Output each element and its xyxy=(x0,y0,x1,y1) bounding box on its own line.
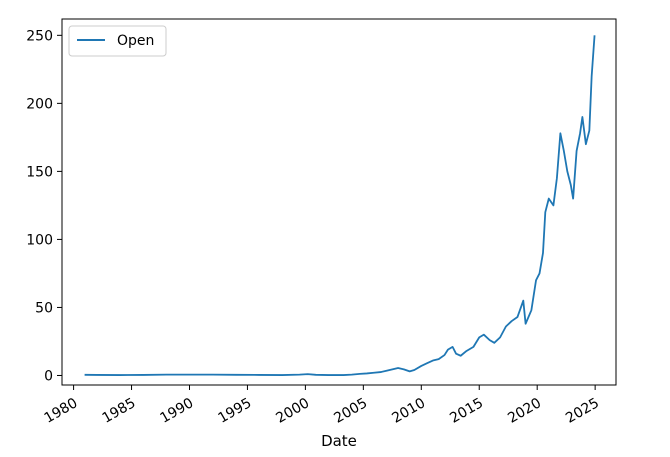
x-tick-label: 2000 xyxy=(273,395,312,427)
y-tick-label: 50 xyxy=(35,300,53,316)
y-tick-label: 150 xyxy=(26,164,53,180)
x-tick-label: 2010 xyxy=(389,395,428,427)
x-tick-label: 1990 xyxy=(158,395,197,427)
x-tick-label: 1995 xyxy=(215,395,254,427)
x-tick-label: 1980 xyxy=(42,395,81,427)
x-axis: 1980 1985 1990 1995 2000 2005 2010 2015 2020 2025 xyxy=(42,385,602,427)
legend-label-open: Open xyxy=(117,33,154,49)
x-tick-label: 2005 xyxy=(331,395,370,427)
plot-area xyxy=(84,35,596,376)
series-line-open xyxy=(84,35,596,376)
x-tick-label: 1985 xyxy=(100,395,139,427)
y-tick-label: 200 xyxy=(26,96,53,112)
legend-box xyxy=(68,25,167,57)
y-tick-label: 0 xyxy=(44,368,53,384)
plot-frame xyxy=(61,18,617,386)
y-axis: 0 50 100 150 200 250 xyxy=(26,28,62,384)
legend: Open xyxy=(68,25,167,57)
x-axis-label: Date xyxy=(321,432,357,450)
x-tick-label: 2020 xyxy=(505,395,544,427)
x-tick-label: 2015 xyxy=(447,395,486,427)
x-tick-label: 2025 xyxy=(563,395,602,427)
y-tick-label: 100 xyxy=(26,232,53,248)
y-tick-label: 250 xyxy=(26,28,53,44)
